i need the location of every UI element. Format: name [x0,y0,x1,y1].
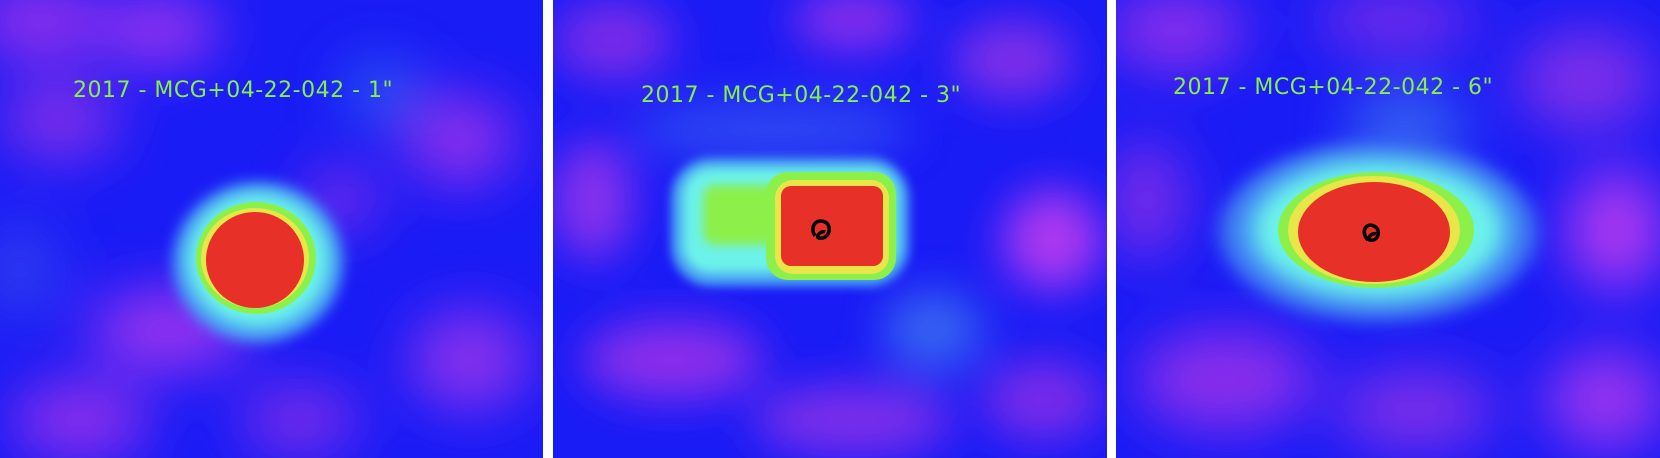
source-emission [671,158,909,286]
heatmap-3 [1116,0,1660,458]
panel-label: 2017 - MCG+04-22-042 - 3" [641,83,962,108]
noise-blobs [553,0,1103,455]
source-emission [173,182,343,342]
heatmap-2 [553,0,1107,458]
panel-label: 2017 - MCG+04-22-042 - 1" [73,78,394,103]
panel-label: 2017 - MCG+04-22-042 - 6" [1173,75,1494,100]
image-panel-3: 2017 - MCG+04-22-042 - 6" [1116,0,1660,458]
image-panel-1: 2017 - MCG+04-22-042 - 1" [0,0,543,458]
contour-marker [1362,223,1381,242]
heatmap-1 [0,0,543,458]
noise-blobs [0,0,530,458]
contour-marker [811,219,831,240]
image-panel-2: 2017 - MCG+04-22-042 - 3" [553,0,1107,458]
source-emission [1218,142,1538,322]
